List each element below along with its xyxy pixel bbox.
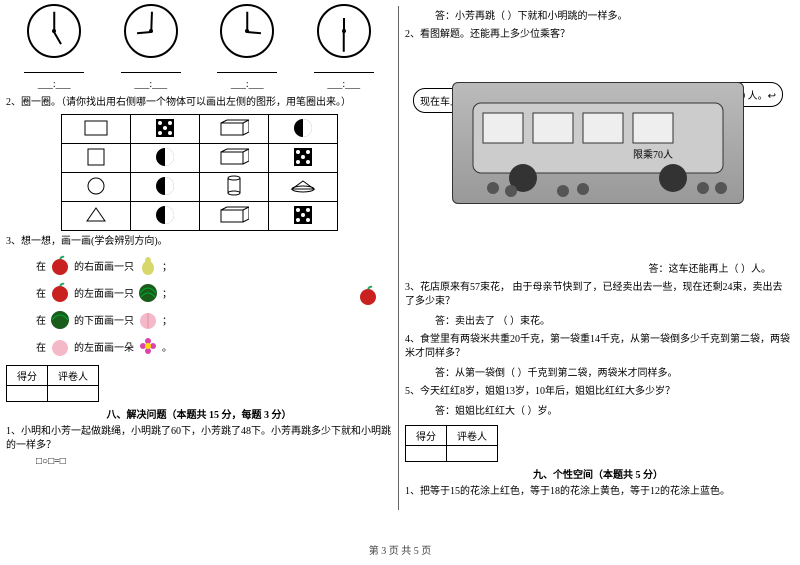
- apple-icon-2: [49, 281, 71, 303]
- section-9-head: 九、个性空间（本题共 5 分）: [405, 466, 791, 481]
- score-label: 得分: [7, 366, 48, 386]
- right-q3: 3、花店原来有57束花， 由于母亲节快到了，已经卖出去一些，现在还剩24束，卖出…: [405, 281, 791, 309]
- left-column: ___:______:______:______:___ 2、圈一圈。（请你找出…: [0, 0, 398, 540]
- right-column: 答：小芳再跳（ ）下就和小明跳的一样多。 2、看图解题。还能再上多少位乘客？ 现…: [399, 0, 797, 540]
- peach-icon-2: [49, 335, 71, 357]
- semi-3: ；: [162, 312, 172, 327]
- clock-1: [27, 4, 81, 58]
- watermelon-icon-2: [49, 308, 71, 330]
- semi-2: ；: [162, 285, 172, 300]
- score-table-left: 得分评卷人: [6, 365, 99, 402]
- score-table-right: 得分评卷人: [405, 425, 498, 462]
- formula-blank: □○□=□: [36, 456, 392, 467]
- ans-3: 答：卖出去了 （ ）束花。: [435, 312, 791, 327]
- ans-2: 答：这车还能再上（ ）人。: [435, 260, 771, 275]
- blank-row-1: [6, 62, 392, 73]
- text-zai2: 在: [36, 285, 46, 300]
- text-zai: 在: [36, 258, 46, 273]
- page-number: 第 3 页 共 5 页: [0, 542, 800, 557]
- clocks-row: [6, 4, 392, 58]
- semi-1: ；: [162, 258, 172, 273]
- left-q3: 3、想一想，画一画(学会辨别方向)。: [6, 235, 392, 249]
- fruit-text-4: 的左面画一朵: [74, 339, 134, 354]
- apple-icon: [49, 254, 71, 276]
- ans-4: 答：从第一袋倒（ ）千克到第二袋，两袋米才同样多。: [435, 364, 791, 379]
- right-q4: 4、食堂里有两袋米共重20千克，第一袋重14千克，从第一袋倒多少千克到第二袋，两…: [405, 333, 791, 361]
- right-q2: 2、看图解题。还能再上多少位乘客？: [405, 28, 791, 42]
- clock-2: [124, 4, 178, 58]
- colon-row: ___:______:______:______:___: [6, 79, 392, 90]
- right-q5: 5、今天红红8岁，姐姐13岁，10年后，姐姐比红红大多少岁？: [405, 385, 791, 399]
- q9-1: 1、把等于15的花涂上红色，等于18的花涂上黄色，等于12的花涂上蓝色。: [405, 485, 791, 499]
- shape-table: [61, 114, 338, 231]
- ans-5: 答：姐姐比红红大（ ）岁。: [435, 402, 791, 417]
- q8-1: 1、小明和小芳一起做跳绳，小明跳了60下，小芳跳了48下。小芳再跳多少下就和小明…: [6, 425, 392, 453]
- bus-icon: 限乘70人: [452, 82, 744, 204]
- section-8-head: 八、解决问题（本题共 15 分，每题 3 分）: [6, 406, 392, 421]
- ans-1: 答：小芳再跳（ ）下就和小明跳的一样多。: [435, 7, 791, 22]
- fruit-text-3: 的下面画一只: [74, 312, 134, 327]
- clock-3: [220, 4, 274, 58]
- flower-icon: [137, 335, 159, 357]
- fruit-text-2: 的左面画一只: [74, 285, 134, 300]
- score-label-r: 得分: [406, 426, 447, 446]
- clock-4: [317, 4, 371, 58]
- pear-icon: [137, 254, 159, 276]
- period-1: 。: [162, 339, 172, 354]
- svg-text:限乘70人: 限乘70人: [633, 149, 673, 161]
- apple-icon-float: [357, 284, 379, 306]
- grader-label-r: 评卷人: [447, 426, 498, 446]
- text-zai3: 在: [36, 312, 46, 327]
- peach-icon: [137, 308, 159, 330]
- fruit-row-3: 在 的下面画一只 ；: [36, 308, 392, 330]
- fruit-row-4: 在 的左面画一朵 。: [36, 335, 392, 357]
- text-zai4: 在: [36, 339, 46, 354]
- fruit-text-1: 的右面画一只: [74, 258, 134, 273]
- left-q2: 2、圈一圈。（请你找出用右侧哪一个物体可以画出左侧的图形，用笔圈出来。）: [6, 96, 392, 110]
- fruit-row-1: 在 的右面画一只 ；: [36, 254, 392, 276]
- watermelon-icon: [137, 281, 159, 303]
- grader-label: 评卷人: [48, 366, 99, 386]
- bus-figure: 现在车上已经有 20 人。↩ 这辆车限乘客 70 人。↩ 限乘70人: [405, 82, 791, 252]
- fruit-row-2: 在 的左面画一只 ；: [36, 281, 392, 303]
